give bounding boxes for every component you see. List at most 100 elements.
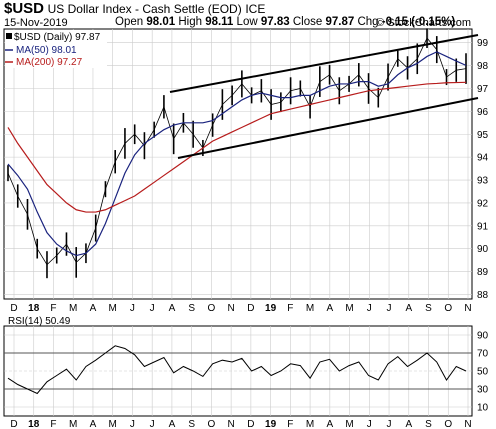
price-x-tick: A xyxy=(326,303,333,314)
rsi-x-tick: 18 xyxy=(28,419,40,429)
price-close-line xyxy=(7,37,467,266)
price-x-tick: M xyxy=(69,303,77,314)
exchange-label: ICE xyxy=(245,2,266,16)
legend-ma200: MA(200) 97.27 xyxy=(16,57,83,68)
price-y-tick: 99 xyxy=(477,38,489,49)
price-y-tick: 97 xyxy=(477,84,489,95)
ma50-line xyxy=(7,51,467,257)
rsi-x-tick: D xyxy=(247,419,254,429)
chg-value: -0.15 (-0.15%) xyxy=(381,16,456,28)
rsi-x-tick: M xyxy=(345,419,353,429)
price-x-tick: M xyxy=(109,303,117,314)
price-y-tick: 88 xyxy=(477,290,489,301)
symbol-label: $USD xyxy=(4,0,45,17)
price-x-tick: A xyxy=(169,303,176,314)
ma200-line xyxy=(7,81,467,213)
high-label: High xyxy=(178,16,202,28)
price-y-tick: 98 xyxy=(477,61,489,72)
chart-title: $USD US Dollar Index - Cash Settle (EOD)… xyxy=(4,0,265,17)
price-x-tick: J xyxy=(150,303,155,314)
rsi-x-tick: O xyxy=(444,419,452,429)
rsi-x-tick: N xyxy=(228,419,235,429)
legend-background xyxy=(5,30,107,68)
rsi-y-tick: 50 xyxy=(477,367,489,378)
quote-summary: Open 98.01 High 98.11 Low 97.83 Close 97… xyxy=(115,16,455,28)
open-label: Open xyxy=(115,16,144,28)
low-value: 97.83 xyxy=(260,16,290,28)
rsi-x-axis: D 18 F M A M J J A S O N D 19 F M A M J J A S O N xyxy=(10,419,471,429)
rsi-x-tick: M xyxy=(306,419,314,429)
price-y-tick: 91 xyxy=(477,221,489,232)
price-x-tick: O xyxy=(208,303,216,314)
rsi-y-tick: 10 xyxy=(477,403,489,414)
price-x-tick: A xyxy=(90,303,97,314)
stockcharts-watermark: © StockCharts.com xyxy=(376,17,471,29)
price-x-tick: M xyxy=(345,303,353,314)
price-series-group xyxy=(7,28,467,279)
rsi-x-tick: A xyxy=(90,419,97,429)
rsi-series-group xyxy=(7,345,467,395)
lower-channel-line xyxy=(177,97,479,159)
rsi-x-tick: S xyxy=(425,419,432,429)
price-x-tick: S xyxy=(188,303,195,314)
instrument-name: US Dollar Index - Cash Settle (EOD) xyxy=(47,2,242,16)
open-value: 98.01 xyxy=(146,16,176,28)
upper-channel-line xyxy=(169,34,479,93)
rsi-x-tick: F xyxy=(287,419,293,429)
price-panel-frame xyxy=(3,28,473,300)
legend-price: $USD (Daily) 97.87 xyxy=(14,32,101,43)
legend-swatch-price xyxy=(6,33,12,39)
price-grid xyxy=(4,29,472,299)
price-y-tick: 92 xyxy=(477,198,489,209)
price-y-tick: 95 xyxy=(477,130,489,141)
date-label: 15-Nov-2019 xyxy=(4,17,68,29)
price-x-tick: N xyxy=(464,303,471,314)
price-y-tick: 96 xyxy=(477,107,489,118)
rsi-x-tick: F xyxy=(50,419,56,429)
rsi-x-tick: A xyxy=(169,419,176,429)
rsi-x-tick: D xyxy=(10,419,17,429)
rsi-y-tick: 70 xyxy=(477,349,489,360)
rsi-x-tick: J xyxy=(367,419,372,429)
legend-rsi: RSI(14) 50.49 xyxy=(8,316,71,327)
rsi-x-tick: O xyxy=(208,419,216,429)
price-x-tick: D xyxy=(247,303,254,314)
price-x-tick: 18 xyxy=(28,303,40,314)
rsi-x-tick: 19 xyxy=(265,419,277,429)
rsi-x-tick: A xyxy=(405,419,412,429)
rsi-x-tick: J xyxy=(387,419,392,429)
close-value: 97.87 xyxy=(325,16,355,28)
price-y-axis: 88 89 90 91 92 93 94 95 96 97 98 99 xyxy=(477,38,489,301)
rsi-y-axis: 10 30 50 70 90 xyxy=(477,331,489,414)
rsi-grid xyxy=(4,326,472,416)
chg-label: Chg xyxy=(357,16,379,28)
price-x-tick: D xyxy=(10,303,17,314)
low-label: Low xyxy=(236,16,258,28)
price-legend: $USD (Daily) 97.87 MA(50) 98.01 MA(200) … xyxy=(5,30,107,68)
rsi-x-tick: J xyxy=(150,419,155,429)
rsi-line xyxy=(7,345,467,395)
price-x-tick: J xyxy=(387,303,392,314)
price-x-tick: M xyxy=(306,303,314,314)
legend-ma50: MA(50) 98.01 xyxy=(16,45,77,56)
rsi-y-tick: 30 xyxy=(477,385,489,396)
price-y-tick: 90 xyxy=(477,244,489,255)
rsi-y-tick: 90 xyxy=(477,331,489,342)
price-y-tick: 89 xyxy=(477,267,489,278)
price-x-tick: A xyxy=(405,303,412,314)
price-x-axis: D 18 F M A M J J A S O N D 19 F M A M J J A S O N xyxy=(10,303,471,314)
price-x-tick: J xyxy=(367,303,372,314)
price-x-tick: 19 xyxy=(265,303,277,314)
price-y-tick: 93 xyxy=(477,176,489,187)
high-value: 98.11 xyxy=(205,16,234,28)
price-x-tick: J xyxy=(130,303,135,314)
price-x-tick: O xyxy=(444,303,452,314)
close-label: Close xyxy=(292,16,323,28)
price-x-tick: S xyxy=(425,303,432,314)
rsi-x-tick: M xyxy=(109,419,117,429)
rsi-x-tick: J xyxy=(130,419,135,429)
price-y-tick: 94 xyxy=(477,153,489,164)
price-x-tick: F xyxy=(287,303,293,314)
rsi-x-tick: A xyxy=(326,419,333,429)
rsi-x-tick: S xyxy=(188,419,195,429)
